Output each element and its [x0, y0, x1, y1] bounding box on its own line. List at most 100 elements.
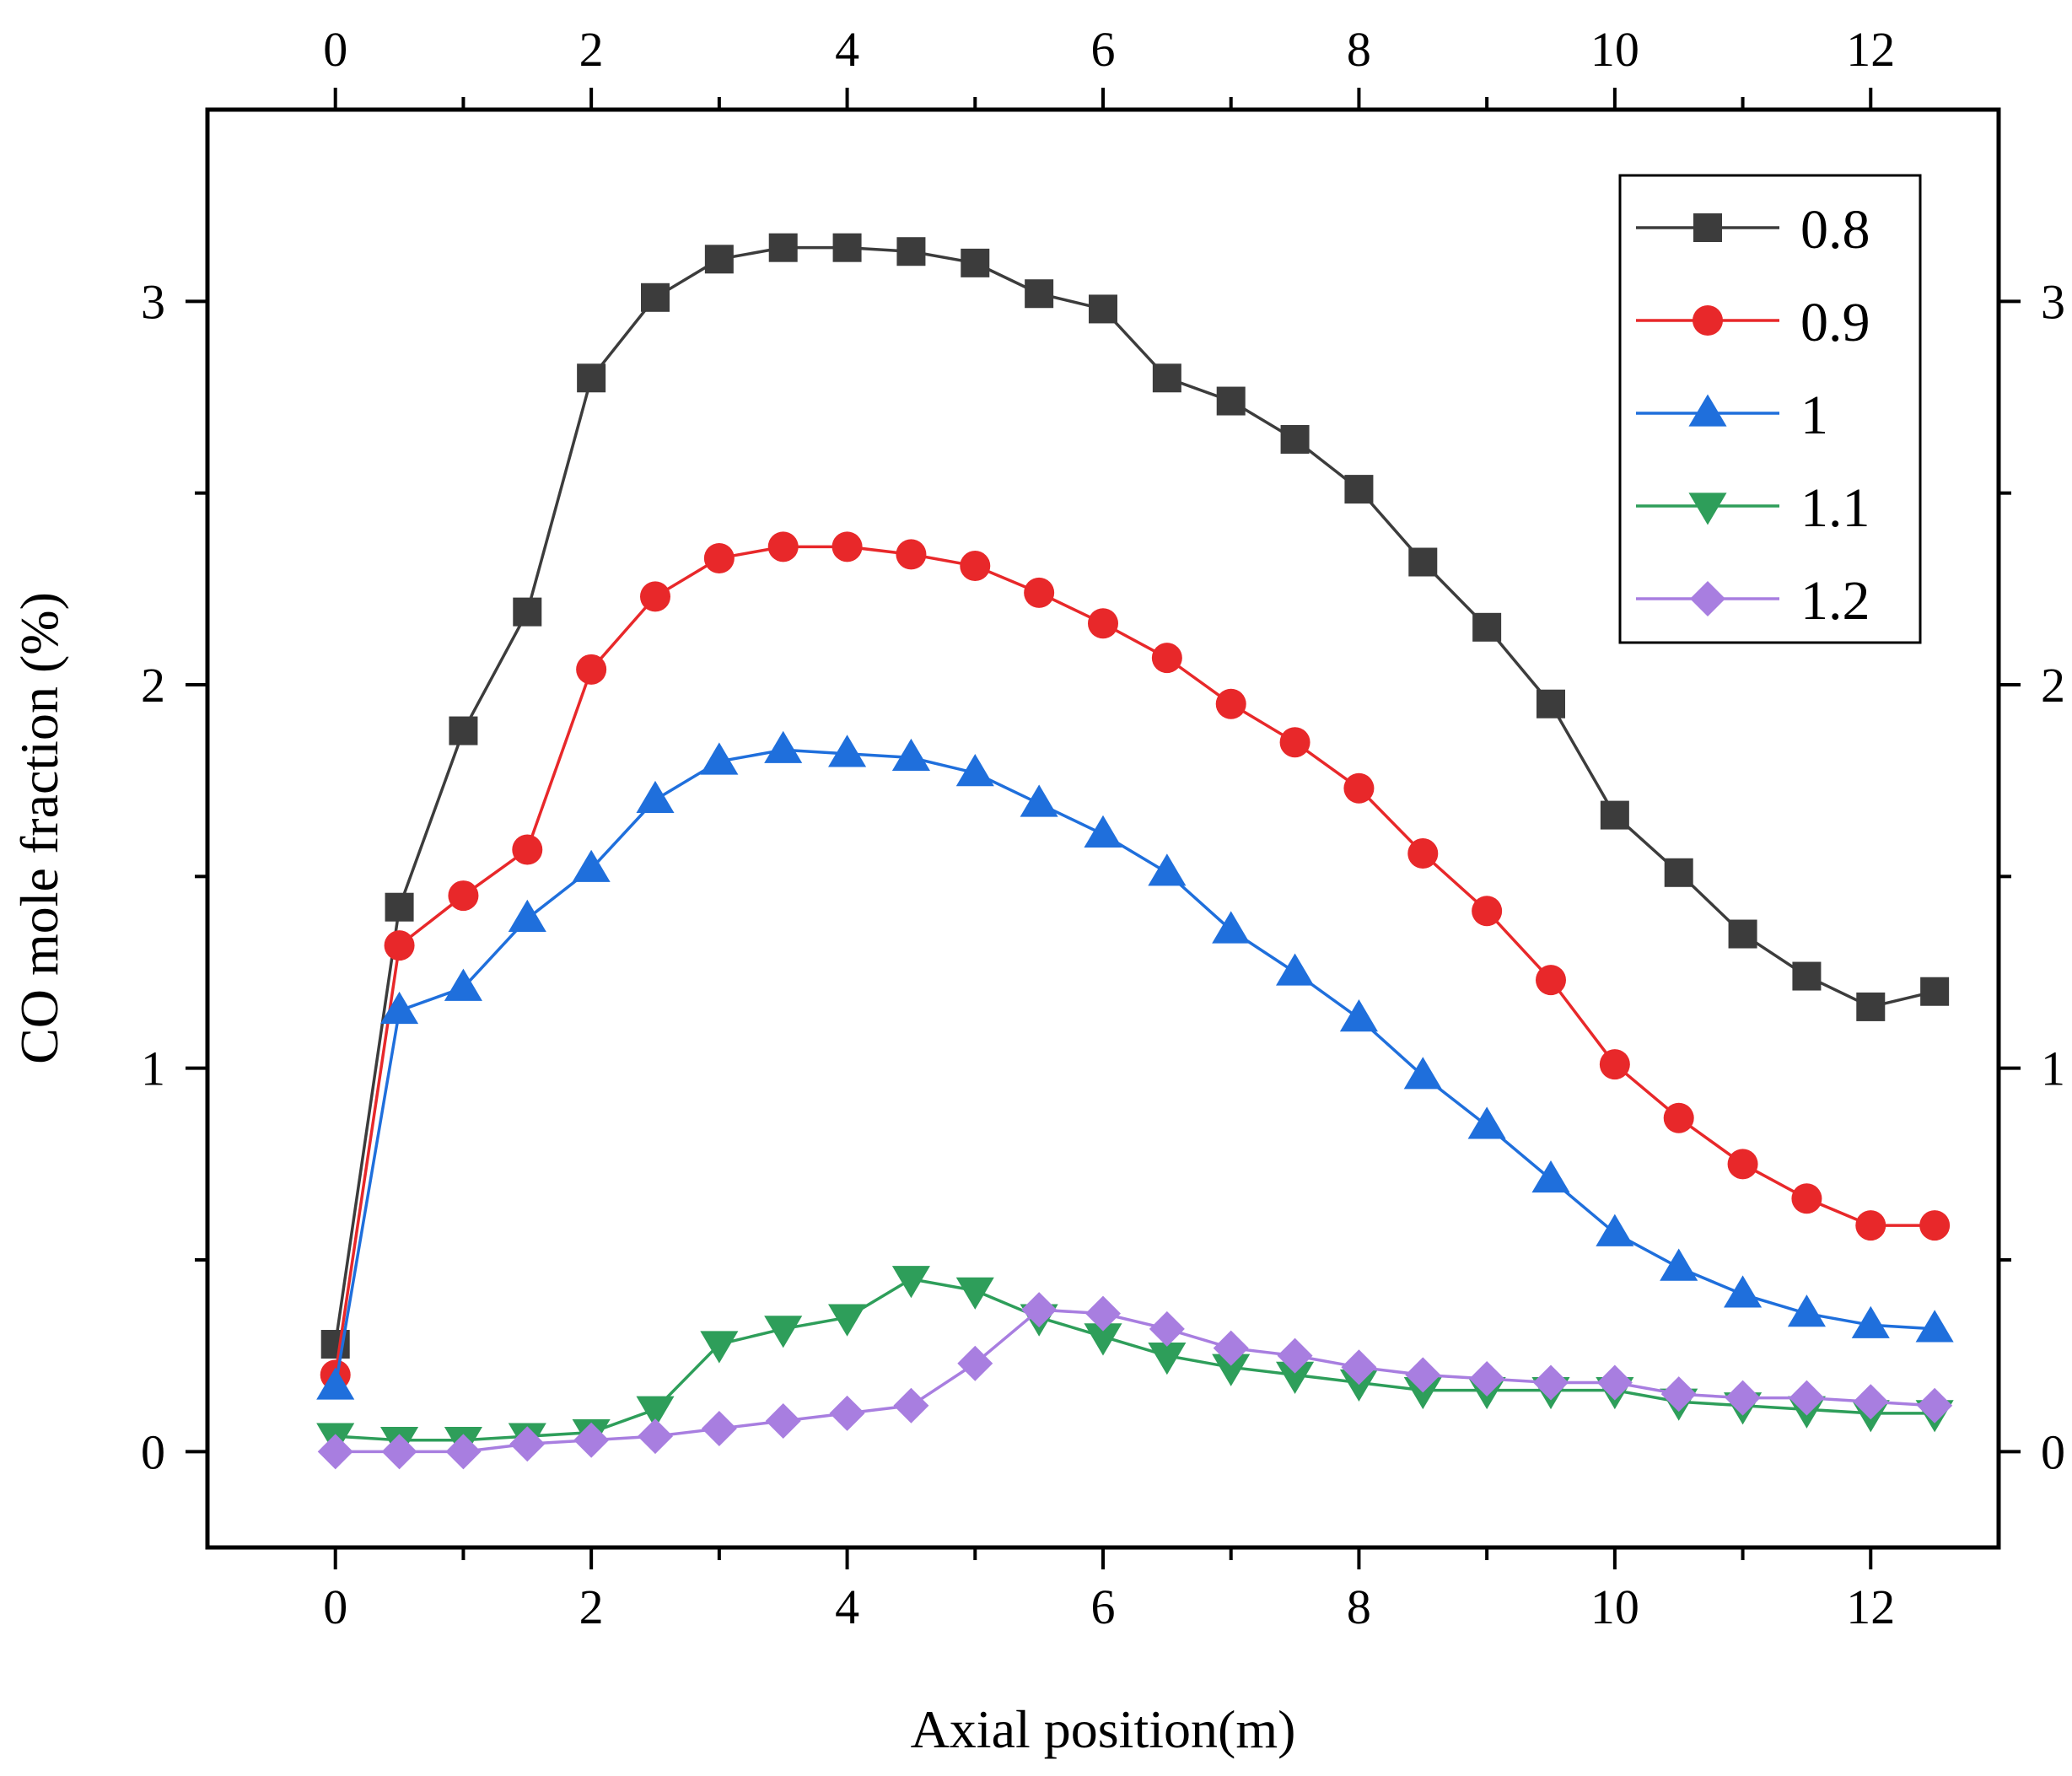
data-point-0-8: [1408, 547, 1438, 577]
data-point-0-9: [1663, 1102, 1694, 1133]
data-point-1: [1851, 1305, 1890, 1338]
data-point-1-2: [1469, 1360, 1505, 1397]
data-point-0-9: [1151, 643, 1182, 674]
data-point-1-1: [1084, 1323, 1122, 1356]
data-point-1: [955, 754, 994, 787]
data-point-0-8: [1728, 919, 1757, 949]
legend-marker: [1690, 581, 1725, 616]
data-point-1: [572, 849, 611, 882]
data-point-1-2: [1725, 1380, 1761, 1416]
x-axis-title: Axial position(m): [911, 1699, 1296, 1759]
legend-label: 1.2: [1800, 570, 1870, 632]
y-tick-label-right: 0: [2041, 1424, 2065, 1479]
data-point-0-9: [1536, 965, 1566, 996]
data-point-1-2: [765, 1402, 801, 1439]
x-tick-label-bottom: 0: [323, 1580, 347, 1634]
y-axis-title: CO mole fraction (%): [9, 592, 69, 1064]
y-tick-label-left: 0: [141, 1424, 165, 1479]
data-point-1-2: [573, 1422, 610, 1458]
data-point-0-9: [1343, 772, 1375, 804]
data-point-0-9: [896, 539, 927, 570]
data-point-1-1: [636, 1396, 675, 1429]
x-tick-label-bottom: 6: [1091, 1580, 1116, 1634]
legend-label: 0.9: [1800, 292, 1870, 353]
data-point-1: [1020, 784, 1058, 817]
data-point-1-1: [1276, 1361, 1315, 1394]
legend-entry-0-8: 0.8: [1636, 199, 1870, 261]
data-point-1-2: [1085, 1295, 1121, 1332]
y-tick-label-right: 1: [2041, 1041, 2065, 1096]
data-point-0-8: [1280, 425, 1310, 455]
series-layer: [316, 233, 1954, 1470]
data-point-1: [700, 742, 739, 775]
data-point-1-2: [1405, 1357, 1441, 1393]
x-tick-label-bottom: 2: [579, 1580, 604, 1634]
data-point-1-2: [381, 1434, 417, 1470]
data-point-0-9: [1088, 608, 1118, 639]
data-point-1-2: [893, 1387, 929, 1423]
data-point-1-2: [1341, 1349, 1377, 1386]
data-point-1: [1787, 1294, 1826, 1327]
data-point-1: [1467, 1106, 1506, 1139]
data-point-1-2: [1277, 1337, 1313, 1374]
data-point-0-9: [1727, 1149, 1758, 1180]
x-tick-label-top: 4: [835, 22, 859, 77]
series-1: [316, 730, 1954, 1400]
series-line-1-2: [335, 1308, 1935, 1454]
legend-entry-1: 1: [1636, 385, 1828, 446]
data-point-1: [444, 968, 482, 1001]
data-point-1-1: [1148, 1343, 1187, 1375]
legend-entry-1-1: 1.1: [1636, 477, 1870, 539]
data-point-0-8: [896, 237, 926, 266]
data-point-1: [764, 730, 803, 763]
data-point-0-8: [1152, 363, 1181, 393]
data-point-0-8: [1792, 961, 1822, 991]
data-point-1: [1276, 953, 1315, 986]
data-point-0-8: [1537, 689, 1565, 718]
data-point-0-9: [1407, 838, 1439, 869]
series-line-0-9: [333, 545, 1935, 1375]
data-point-0-9: [1472, 896, 1503, 927]
data-point-0-9: [1215, 688, 1246, 719]
y-tick-label-right: 2: [2041, 658, 2065, 713]
data-point-1-1: [700, 1331, 739, 1364]
data-point-0-8: [1600, 800, 1629, 830]
data-point-0-9: [703, 542, 735, 573]
data-point-1-2: [1533, 1364, 1569, 1401]
series-line-1: [333, 748, 1935, 1387]
legend-label: 1: [1800, 385, 1828, 446]
data-point-1-1: [1403, 1376, 1442, 1410]
data-point-1-1: [1212, 1354, 1251, 1386]
legend-marker: [1693, 213, 1722, 242]
data-point-0-9: [1599, 1049, 1630, 1080]
series-line-1-1: [335, 1277, 1935, 1442]
data-point-1: [1148, 853, 1187, 886]
data-point-0-8: [385, 892, 414, 922]
data-point-1-2: [1917, 1387, 1953, 1423]
x-tick-label-top: 2: [579, 22, 604, 77]
data-point-0-9: [384, 930, 415, 961]
x-tick-label-top: 6: [1091, 22, 1116, 77]
data-point-1: [1339, 999, 1378, 1032]
data-point-1-2: [317, 1434, 353, 1470]
series-1-2: [317, 1292, 1953, 1470]
legend-entry-1-2: 1.2: [1636, 570, 1870, 632]
data-point-1-2: [1853, 1384, 1889, 1420]
data-point-1-2: [1789, 1380, 1825, 1416]
y-tick-label-right: 3: [2041, 274, 2065, 329]
data-point-1: [1724, 1275, 1763, 1308]
series-0-8: [320, 233, 1950, 1359]
data-point-0-9: [1791, 1183, 1822, 1214]
y-tick-label-left: 2: [141, 658, 165, 713]
legend-entry-0-9: 0.9: [1636, 292, 1870, 353]
data-point-1: [1660, 1248, 1698, 1281]
data-point-0-9: [576, 654, 607, 685]
data-point-0-8: [641, 283, 670, 312]
data-point-0-9: [831, 531, 863, 562]
data-point-1: [636, 780, 675, 814]
data-point-0-8: [961, 248, 990, 277]
data-point-0-8: [1856, 992, 1886, 1021]
data-point-0-8: [1472, 612, 1502, 642]
x-tick-label-bottom: 10: [1590, 1580, 1639, 1634]
